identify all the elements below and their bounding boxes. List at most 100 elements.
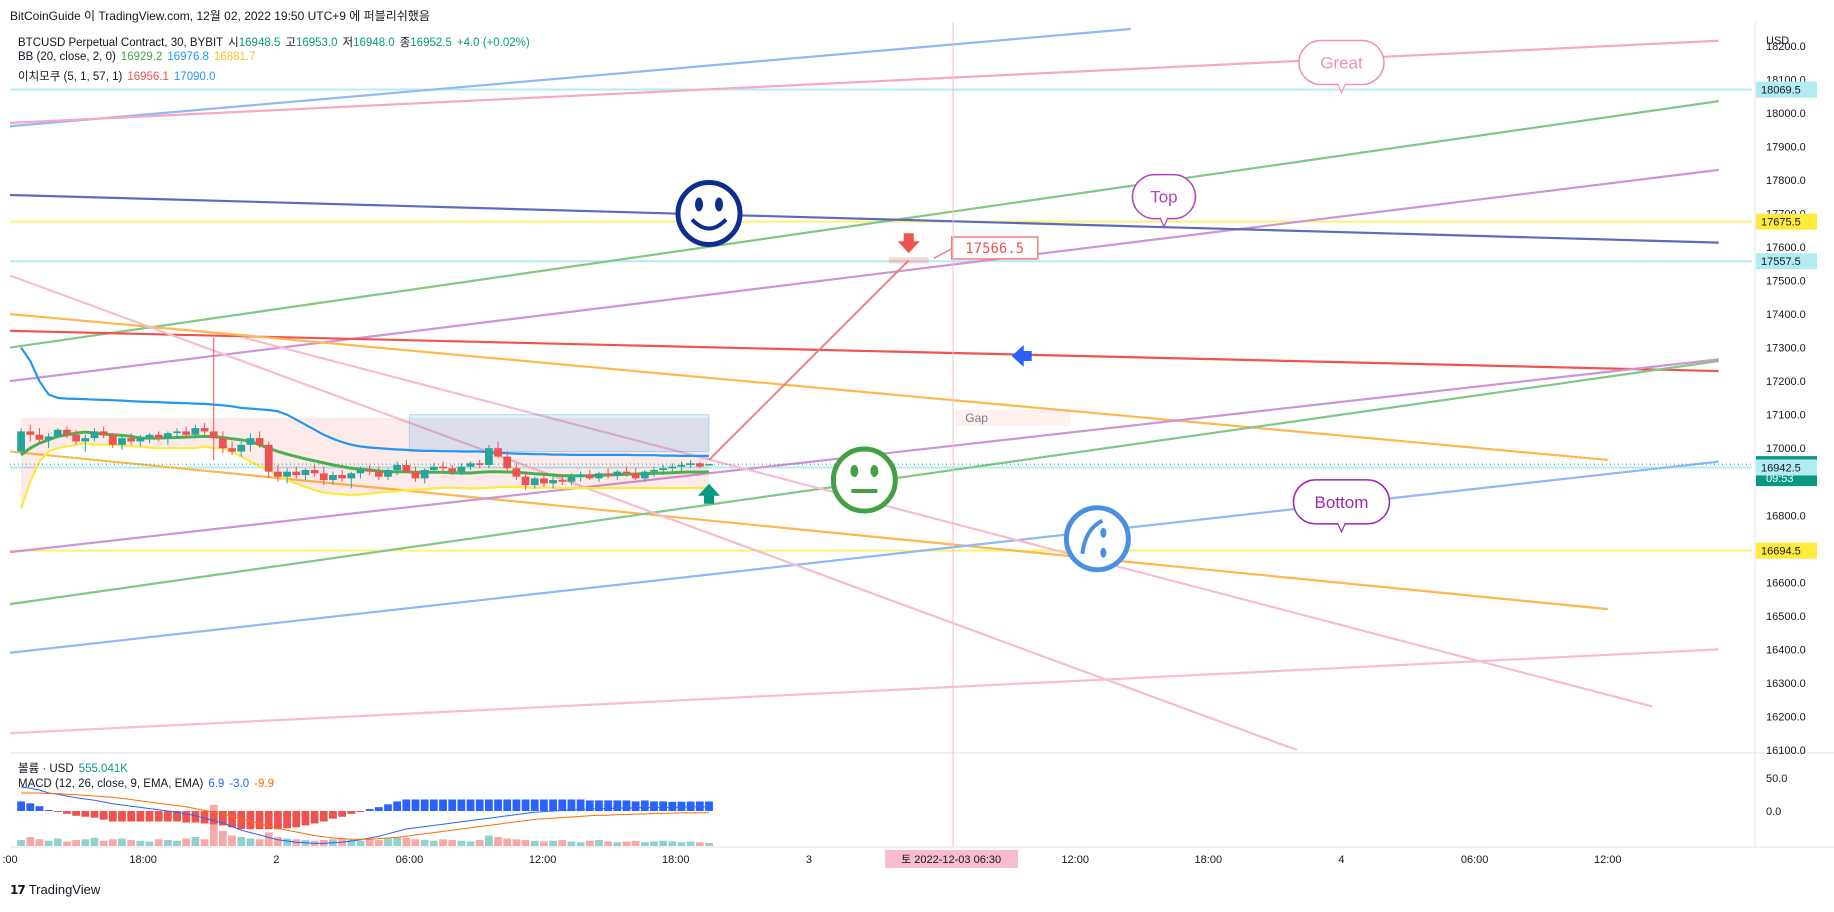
trend-line[interactable] (10, 168, 1719, 383)
candle[interactable] (173, 428, 181, 439)
projection-line[interactable] (708, 259, 910, 461)
trend-line[interactable] (10, 329, 1719, 373)
candle[interactable] (329, 471, 337, 486)
candle[interactable] (209, 337, 218, 460)
price-label[interactable]: 18069.5 (1756, 81, 1817, 98)
trend-line[interactable] (10, 460, 1719, 654)
candle[interactable] (420, 468, 429, 484)
candle[interactable] (356, 466, 365, 479)
candle[interactable] (81, 434, 90, 452)
crosshair-time-label[interactable]: 토 2022-12-03 06:30 (885, 850, 1019, 868)
volume-macd-pane[interactable]: 50.0 0.0 (17, 773, 1787, 846)
candle[interactable] (145, 433, 154, 444)
projection-target-label[interactable]: 17566.5 (950, 236, 1039, 260)
candle[interactable] (411, 466, 420, 482)
candle[interactable] (585, 469, 594, 481)
candle[interactable] (99, 426, 108, 439)
candle[interactable] (44, 433, 53, 449)
candle[interactable] (63, 426, 71, 439)
candle[interactable] (118, 436, 126, 450)
candle[interactable] (475, 459, 484, 469)
candle[interactable] (521, 471, 530, 491)
candle[interactable] (457, 463, 466, 476)
candle[interactable] (374, 466, 383, 481)
candle[interactable] (347, 471, 356, 489)
candle[interactable] (503, 451, 512, 472)
candle[interactable] (136, 434, 145, 447)
candle[interactable] (512, 463, 521, 481)
candle[interactable] (604, 468, 613, 479)
candle[interactable] (530, 476, 539, 489)
candle[interactable] (613, 469, 622, 481)
legend-macd[interactable]: MACD (12, 26, close, 9, EMA, EMA) 6.9 -3.0… (18, 778, 279, 790)
candle[interactable] (402, 459, 411, 474)
candle[interactable] (163, 431, 172, 445)
trend-line[interactable] (10, 100, 1719, 349)
candle[interactable] (659, 464, 668, 476)
candle[interactable] (72, 429, 81, 445)
candle[interactable] (200, 423, 209, 435)
trend-line[interactable] (242, 336, 1653, 708)
candle[interactable] (53, 428, 62, 439)
candle[interactable] (127, 433, 136, 445)
candle[interactable] (310, 464, 319, 477)
candle[interactable] (301, 468, 310, 481)
candle[interactable] (154, 431, 163, 442)
candle[interactable] (622, 466, 631, 477)
annotation-gap[interactable]: Gap (955, 410, 1071, 427)
annotation-great[interactable]: Great (1298, 39, 1385, 95)
time-axis[interactable]: :00 18:00 2 06:00 12:00 18:00 3 12:00 18:00 4 06:0… (2, 850, 1622, 868)
candle[interactable] (549, 476, 557, 489)
candle[interactable] (558, 475, 567, 486)
legend-ichimoku[interactable]: 이치모쿠 (5, 1, 57, 1) 16956.1 17090.0 (18, 68, 220, 84)
candle[interactable] (319, 466, 328, 486)
annotation-bottom[interactable]: Bottom (1292, 479, 1391, 534)
candle[interactable] (292, 466, 301, 479)
candle[interactable] (182, 426, 191, 439)
candle[interactable] (540, 473, 548, 487)
candle[interactable] (466, 461, 475, 470)
candle[interactable] (246, 433, 255, 452)
candle[interactable] (705, 463, 713, 466)
price-axis[interactable]: USD18200.018100.018000.017900.017800.017… (1756, 35, 1817, 757)
candle[interactable] (26, 424, 35, 442)
legend-volume[interactable]: 볼륨 · USD 555.041K (18, 760, 133, 776)
candle[interactable] (90, 428, 99, 442)
trend-line[interactable] (10, 312, 1608, 462)
candle[interactable] (485, 444, 493, 469)
candle[interactable] (283, 468, 291, 484)
candle[interactable] (640, 469, 649, 482)
trend-line[interactable] (10, 27, 1131, 128)
price-pane[interactable]: 17566.5 Great Top Bottom Gap (10, 27, 1752, 750)
trend-line[interactable] (10, 274, 1298, 750)
candle[interactable] (264, 441, 273, 479)
candle[interactable] (439, 461, 447, 472)
candle[interactable] (274, 464, 282, 482)
candle[interactable] (108, 433, 117, 449)
candle[interactable] (365, 464, 374, 476)
candle[interactable] (631, 468, 640, 481)
candle[interactable] (677, 461, 686, 472)
trend-line[interactable] (10, 450, 1608, 611)
candle[interactable] (429, 463, 438, 474)
price-label[interactable]: 16694.5 (1756, 542, 1817, 559)
candle[interactable] (393, 461, 402, 476)
candle[interactable] (567, 473, 576, 486)
candle[interactable] (668, 463, 677, 474)
candle[interactable] (595, 471, 603, 482)
candle[interactable] (255, 431, 264, 449)
footer[interactable]: 𝟭𝟳 TradingView (10, 882, 100, 897)
annotation-top[interactable]: Top (1131, 173, 1197, 229)
candle[interactable] (494, 441, 502, 459)
candle[interactable] (650, 466, 658, 477)
candle[interactable] (35, 428, 44, 444)
candle[interactable] (695, 461, 704, 469)
candle[interactable] (576, 471, 585, 482)
symbol-label[interactable]: BTCUSD Perpetual Contract, 30, BYBIT (18, 37, 224, 49)
trend-line[interactable] (10, 648, 1719, 735)
candle[interactable] (338, 469, 347, 482)
price-label[interactable]: 16942.5 (1756, 459, 1817, 476)
candle[interactable] (228, 441, 236, 455)
